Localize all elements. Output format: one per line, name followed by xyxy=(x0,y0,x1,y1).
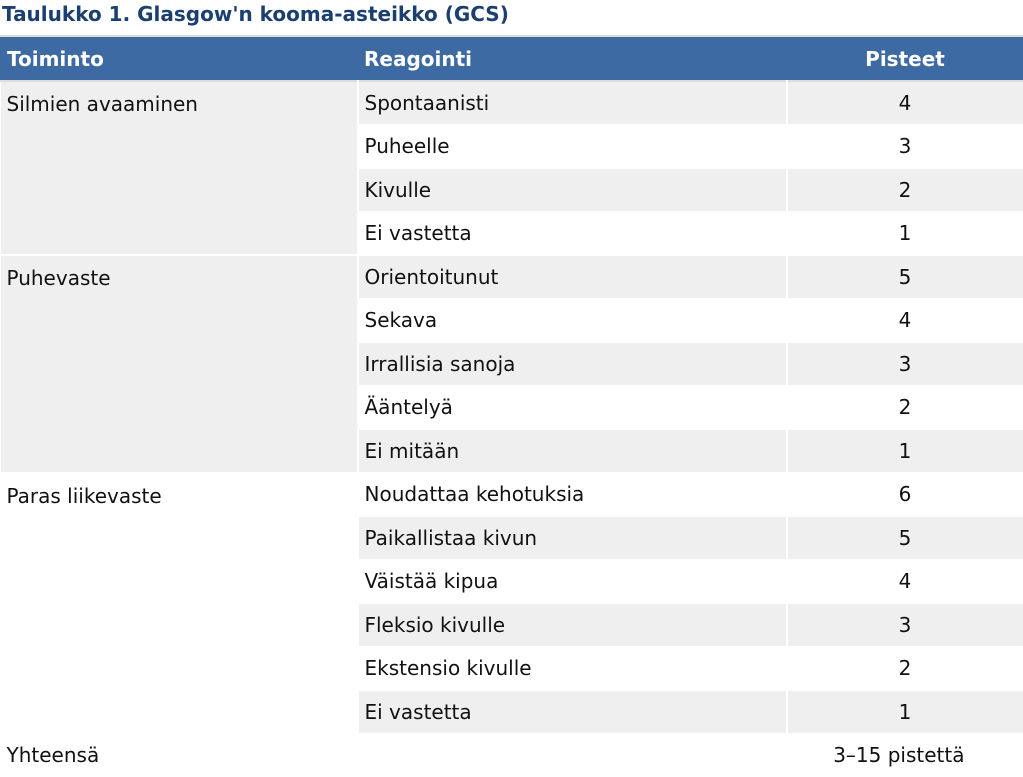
response-cell: Sekava xyxy=(357,297,788,343)
points-cell: 4 xyxy=(786,297,1023,343)
response-cell: Ei mitään xyxy=(357,428,788,474)
points-cell: 2 xyxy=(786,384,1023,430)
table-body: Silmien avaaminen Spontaanisti 4 Puheell… xyxy=(0,80,1023,777)
table-row: Ei mitään 1 xyxy=(1,428,1023,474)
header-response: Reagointi xyxy=(357,37,787,82)
table-row: Sekava 4 xyxy=(1,297,1023,343)
response-cell: Orientoitunut xyxy=(357,254,788,300)
response-cell: Ei vastetta xyxy=(357,210,788,256)
points-cell: 2 xyxy=(786,167,1023,213)
response-cell: Ääntelyä xyxy=(357,384,788,430)
table-row: Kivulle 2 xyxy=(1,167,1023,213)
points-cell: 1 xyxy=(786,210,1023,256)
points-cell: 5 xyxy=(786,515,1023,561)
group-label-motor-response: Paras liikevaste xyxy=(0,471,359,735)
response-cell: Noudattaa kehotuksia xyxy=(357,471,788,517)
points-cell: 3 xyxy=(786,602,1023,648)
table-row: Ei vastetta 1 xyxy=(1,689,1023,735)
response-cell: Kivulle xyxy=(357,167,788,213)
table-row: Paikallistaa kivun 5 xyxy=(1,515,1023,561)
response-cell: Fleksio kivulle xyxy=(357,602,788,648)
response-cell: Spontaanisti xyxy=(357,80,788,126)
table-row: Fleksio kivulle 3 xyxy=(1,602,1023,648)
gcs-table: Toiminto Reagointi Pisteet Silmien avaam… xyxy=(0,35,1023,777)
response-cell: Puheelle xyxy=(357,123,788,169)
table-row: Silmien avaaminen Spontaanisti 4 xyxy=(0,80,1023,256)
points-cell: 6 xyxy=(786,471,1023,517)
group-label-verbal-response: Puhevaste xyxy=(0,254,359,474)
header-points: Pisteet xyxy=(786,37,1023,82)
points-cell: 4 xyxy=(786,558,1023,604)
response-cell: Ei vastetta xyxy=(357,689,788,735)
points-cell: 2 xyxy=(786,645,1023,691)
table-row: Puhevaste Orientoitunut 5 xyxy=(0,254,1023,474)
total-value: 3–15 pistettä xyxy=(786,732,1023,777)
points-cell: 3 xyxy=(786,341,1023,387)
group-label-eye-opening: Silmien avaaminen xyxy=(0,80,359,256)
points-cell: 1 xyxy=(786,428,1023,474)
table-row: Ei vastetta 1 xyxy=(1,210,1023,256)
total-label: Yhteensä xyxy=(0,732,359,777)
header-function: Toiminto xyxy=(0,37,358,82)
table-row: Ekstensio kivulle 2 xyxy=(1,645,1023,691)
response-cell: Irrallisia sanoja xyxy=(357,341,788,387)
table-row: Paras liikevaste Noudattaa kehotuksia 6 xyxy=(0,471,1023,735)
table-row: Väistää kipua 4 xyxy=(1,558,1023,604)
response-cell: Paikallistaa kivun xyxy=(357,515,788,561)
table-row: Puheelle 3 xyxy=(1,123,1023,169)
table-title: Taulukko 1. Glasgow'n kooma-asteikko (GC… xyxy=(2,2,509,26)
points-cell: 4 xyxy=(786,80,1023,126)
table-row: Irrallisia sanoja 3 xyxy=(1,341,1023,387)
points-cell: 3 xyxy=(786,123,1023,169)
response-cell: Väistää kipua xyxy=(357,558,788,604)
total-empty-cell xyxy=(357,732,788,777)
response-cell: Ekstensio kivulle xyxy=(357,645,788,691)
table-row: Ääntelyä 2 xyxy=(1,384,1023,430)
total-row: Yhteensä 3–15 pistettä xyxy=(0,732,1023,777)
points-cell: 5 xyxy=(786,254,1023,300)
points-cell: 1 xyxy=(786,689,1023,735)
table-header-row: Toiminto Reagointi Pisteet xyxy=(0,37,1023,82)
